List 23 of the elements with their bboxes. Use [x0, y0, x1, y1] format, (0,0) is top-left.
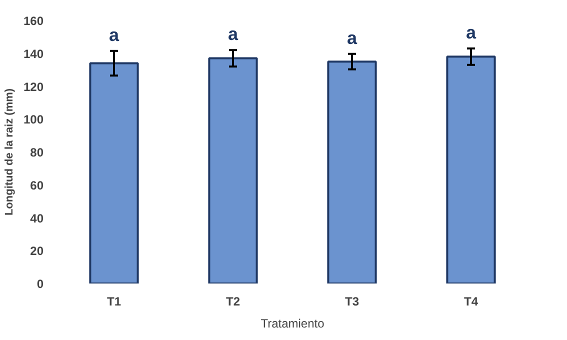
annotation: a [228, 24, 239, 44]
x-axis-title: Tratamiento [260, 316, 325, 330]
bar [208, 57, 258, 284]
bar [327, 60, 377, 284]
annotation: a [108, 24, 120, 45]
x-tick-label: T3 [345, 294, 360, 308]
annotation: a [346, 28, 358, 48]
y-tick-label: 120 [23, 80, 44, 94]
x-tick-label: T2 [226, 294, 240, 308]
y-axis-title: Longitud de la raiz (mm) [3, 88, 16, 216]
y-tick-label: 140 [23, 46, 44, 61]
y-tick-label: 160 [23, 14, 44, 28]
y-tick-label: 40 [30, 211, 44, 226]
x-tick-label: T4 [464, 294, 478, 308]
bar [89, 62, 139, 284]
y-tick-label: 60 [30, 178, 44, 192]
y-tick-label: 100 [23, 112, 44, 127]
bar [446, 56, 496, 284]
y-tick-label: 0 [36, 277, 44, 291]
annotation: a [466, 22, 477, 42]
x-tick-label: T1 [107, 294, 122, 308]
y-tick-label: 20 [30, 244, 44, 258]
y-tick-label: 80 [30, 146, 44, 160]
